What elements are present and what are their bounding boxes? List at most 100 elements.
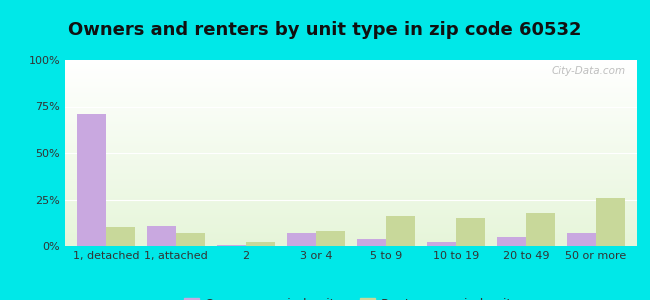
Bar	[65, 177, 637, 178]
Bar	[65, 205, 637, 206]
Bar	[427, 242, 456, 246]
Bar	[65, 77, 637, 78]
Bar	[65, 126, 637, 127]
Bar	[65, 137, 637, 138]
Bar	[65, 198, 637, 199]
Bar	[65, 203, 637, 204]
Bar	[65, 162, 637, 163]
Bar	[65, 167, 637, 168]
Bar	[65, 210, 637, 211]
Bar	[65, 113, 637, 114]
Bar	[497, 237, 526, 246]
Bar	[65, 222, 637, 223]
Bar	[65, 102, 637, 103]
Bar	[526, 212, 554, 246]
Bar	[65, 152, 637, 153]
Bar	[65, 106, 637, 107]
Text: City-Data.com: City-Data.com	[551, 66, 625, 76]
Bar	[65, 228, 637, 229]
Bar	[65, 219, 637, 220]
Bar	[65, 83, 637, 84]
Bar	[65, 148, 637, 149]
Bar	[65, 75, 637, 76]
Bar	[65, 174, 637, 175]
Bar	[65, 118, 637, 119]
Bar	[65, 69, 637, 70]
Bar	[65, 81, 637, 82]
Bar	[65, 73, 637, 74]
Bar	[65, 218, 637, 219]
Bar	[65, 114, 637, 115]
Bar	[65, 169, 637, 170]
Bar	[65, 139, 637, 140]
Bar	[65, 227, 637, 228]
Bar	[65, 190, 637, 191]
Bar	[65, 220, 637, 221]
Bar	[65, 111, 637, 112]
Bar	[65, 116, 637, 117]
Bar	[357, 238, 386, 246]
Bar	[65, 138, 637, 139]
Bar	[65, 231, 637, 232]
Bar	[65, 194, 637, 195]
Bar	[65, 157, 637, 158]
Bar	[148, 226, 176, 246]
Bar	[65, 82, 637, 83]
Bar	[65, 145, 637, 146]
Bar	[65, 143, 637, 144]
Bar	[65, 155, 637, 156]
Bar	[65, 118, 637, 119]
Bar	[65, 229, 637, 230]
Bar	[77, 114, 106, 246]
Bar	[287, 233, 316, 246]
Bar	[65, 62, 637, 63]
Bar	[65, 71, 637, 72]
Bar	[65, 134, 637, 135]
Bar	[65, 123, 637, 124]
Bar	[65, 78, 637, 79]
Bar	[65, 182, 637, 183]
Bar	[65, 149, 637, 150]
Bar	[65, 84, 637, 85]
Bar	[65, 208, 637, 209]
Bar	[65, 154, 637, 155]
Bar	[65, 129, 637, 130]
Bar	[65, 240, 637, 241]
Bar	[65, 119, 637, 120]
Bar	[106, 227, 135, 246]
Bar	[65, 176, 637, 177]
Bar	[65, 204, 637, 205]
Bar	[65, 238, 637, 239]
Bar	[65, 99, 637, 100]
Bar	[65, 97, 637, 98]
Bar	[65, 207, 637, 208]
Bar	[65, 72, 637, 73]
Bar	[65, 87, 637, 88]
Bar	[65, 104, 637, 105]
Bar	[65, 158, 637, 159]
Bar	[65, 63, 637, 64]
Bar	[65, 112, 637, 113]
Bar	[65, 183, 637, 184]
Bar	[65, 164, 637, 165]
Bar	[65, 239, 637, 240]
Bar	[386, 216, 415, 246]
Bar	[176, 233, 205, 246]
Bar	[65, 209, 637, 210]
Text: Owners and renters by unit type in zip code 60532: Owners and renters by unit type in zip c…	[68, 21, 582, 39]
Bar	[65, 141, 637, 142]
Bar	[65, 110, 637, 111]
Bar	[217, 245, 246, 246]
Bar	[65, 86, 637, 87]
Bar	[65, 109, 637, 110]
Bar	[65, 211, 637, 212]
Bar	[65, 150, 637, 151]
Bar	[65, 125, 637, 126]
Bar	[65, 193, 637, 194]
Bar	[65, 196, 637, 197]
Bar	[65, 92, 637, 94]
Bar	[65, 144, 637, 145]
Bar	[65, 185, 637, 187]
Bar	[65, 244, 637, 245]
Bar	[65, 189, 637, 190]
